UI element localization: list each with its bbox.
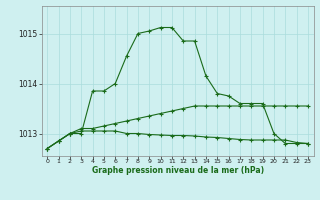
X-axis label: Graphe pression niveau de la mer (hPa): Graphe pression niveau de la mer (hPa) xyxy=(92,166,264,175)
